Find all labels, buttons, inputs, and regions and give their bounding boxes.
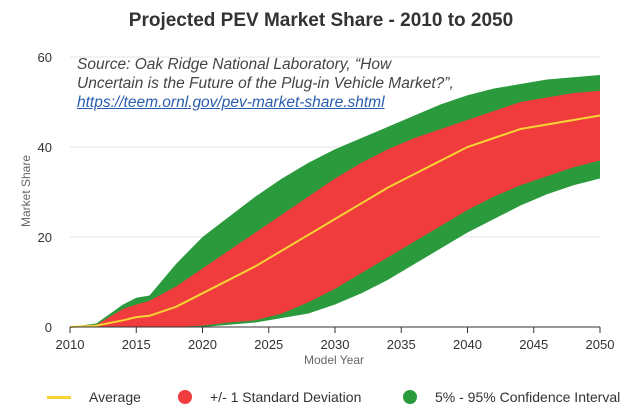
- legend-dot-swatch: [178, 390, 192, 404]
- legend-label: +/- 1 Standard Deviation: [210, 389, 362, 405]
- x-tick-label: 2025: [254, 337, 283, 352]
- legend-dot-swatch: [403, 390, 417, 404]
- std-deviation-band: [70, 90, 600, 327]
- y-tick-label: 0: [45, 320, 52, 335]
- series-bands: [69, 75, 601, 328]
- x-tick-label: 2050: [586, 337, 615, 352]
- y-axis-title: Market Share: [19, 155, 33, 227]
- y-tick-label: 20: [38, 230, 52, 245]
- y-tick-label: 60: [38, 50, 52, 65]
- x-tick-label: 2010: [56, 337, 85, 352]
- x-tick-label: 2035: [387, 337, 416, 352]
- chart-title: Projected PEV Market Share - 2010 to 205…: [128, 10, 514, 31]
- average-line: [69, 114, 601, 328]
- x-tick-label: 2015: [122, 337, 151, 352]
- legend-item-average[interactable]: Average: [47, 386, 141, 408]
- legend-item-std-dev[interactable]: +/- 1 Standard Deviation: [178, 386, 361, 408]
- legend-line-swatch: [47, 395, 71, 399]
- source-annotation: Source: Oak Ridge National Laboratory, “…: [77, 55, 457, 112]
- source-link[interactable]: https://teem.ornl.gov/pev-market-share.s…: [77, 94, 385, 111]
- x-tick-label: 2030: [321, 337, 350, 352]
- x-tick-label: 2020: [188, 337, 217, 352]
- x-tick-label: 2040: [453, 337, 482, 352]
- legend-label: Average: [89, 389, 141, 405]
- y-tick-label: 40: [38, 140, 52, 155]
- chart-legend: Average +/- 1 Standard Deviation 5% - 95…: [0, 386, 642, 408]
- x-tick-label: 2045: [519, 337, 548, 352]
- legend-item-confidence[interactable]: 5% - 95% Confidence Interval: [403, 386, 620, 408]
- x-axis-title: Model Year: [304, 353, 364, 367]
- legend-label: 5% - 95% Confidence Interval: [435, 389, 621, 405]
- source-text: Source: Oak Ridge National Laboratory, “…: [77, 56, 454, 92]
